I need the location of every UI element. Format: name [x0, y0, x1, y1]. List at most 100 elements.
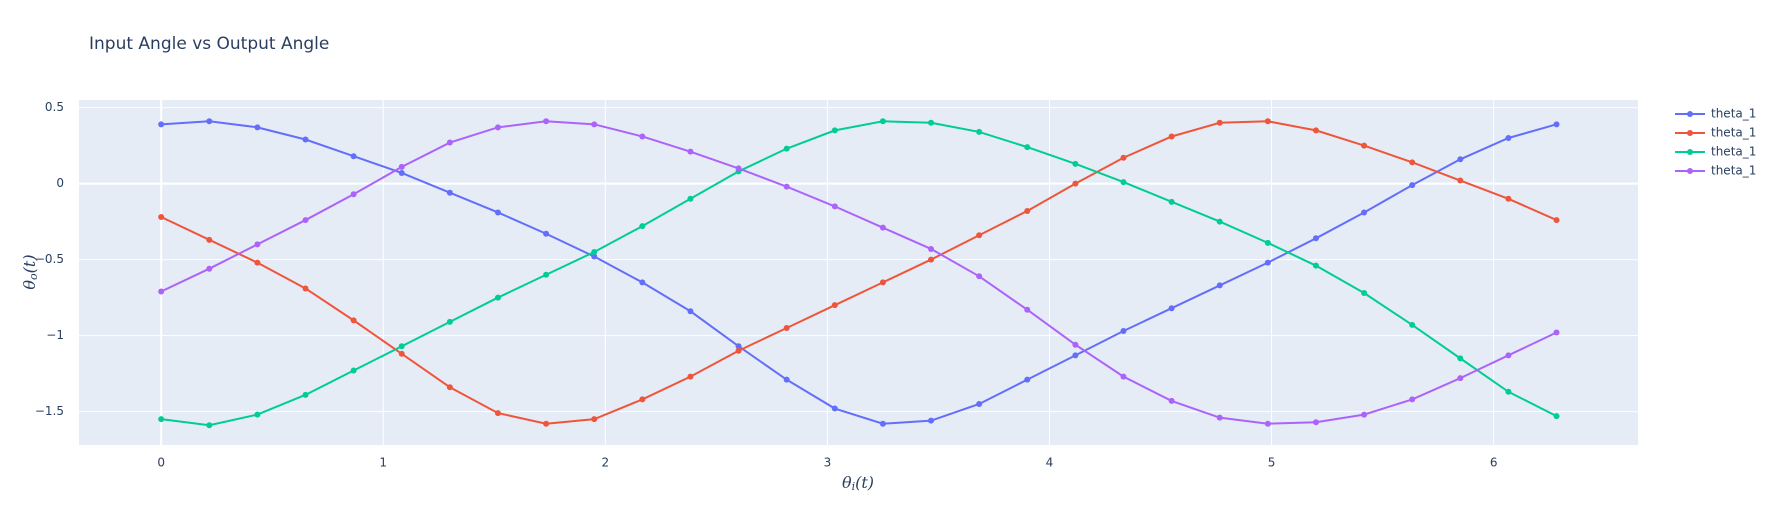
- marker: [1168, 397, 1175, 404]
- marker: [1312, 127, 1319, 134]
- marker: [1409, 159, 1416, 166]
- marker: [1168, 198, 1175, 205]
- marker: [1024, 207, 1031, 214]
- marker: [350, 191, 357, 198]
- marker: [350, 317, 357, 324]
- marker: [831, 127, 838, 134]
- marker: [206, 118, 213, 125]
- marker: [158, 416, 165, 423]
- marker: [1264, 239, 1271, 246]
- marker: [1168, 305, 1175, 312]
- marker: [494, 410, 501, 417]
- marker: [1072, 352, 1079, 359]
- marker: [1457, 177, 1464, 184]
- y-tick-label: −0.5: [35, 252, 64, 266]
- marker: [976, 400, 983, 407]
- legend-marker: [1687, 111, 1693, 117]
- marker: [639, 279, 646, 286]
- marker: [1216, 119, 1223, 126]
- marker: [1457, 355, 1464, 362]
- legend-label: theta_1: [1711, 107, 1756, 121]
- marker: [928, 417, 935, 424]
- marker: [1072, 341, 1079, 348]
- marker: [687, 308, 694, 315]
- marker: [687, 373, 694, 380]
- legend-label: theta_1: [1711, 126, 1756, 140]
- marker: [446, 139, 453, 146]
- marker: [543, 271, 550, 278]
- marker: [928, 256, 935, 263]
- marker: [494, 124, 501, 131]
- series: [158, 118, 1560, 427]
- line: [161, 120, 1557, 427]
- line: [161, 120, 1557, 425]
- y-axis-symbol: θ: [20, 280, 39, 290]
- marker: [254, 259, 261, 266]
- marker: [879, 279, 886, 286]
- series: [158, 118, 1560, 427]
- x-tick-label: 0: [157, 456, 165, 470]
- marker: [1264, 259, 1271, 266]
- marker: [543, 230, 550, 237]
- marker: [254, 411, 261, 418]
- marker: [398, 350, 405, 357]
- marker: [302, 136, 309, 143]
- marker: [783, 324, 790, 331]
- marker: [543, 118, 550, 125]
- marker: [591, 248, 598, 255]
- x-tick-label: 6: [1490, 456, 1498, 470]
- marker: [158, 288, 165, 295]
- marker: [1072, 160, 1079, 167]
- marker: [1216, 282, 1223, 289]
- marker: [206, 422, 213, 429]
- marker: [735, 347, 742, 354]
- line: [160, 120, 1557, 425]
- marker: [831, 405, 838, 412]
- marker: [302, 285, 309, 292]
- marker: [735, 165, 742, 172]
- marker: [639, 396, 646, 403]
- series: [158, 118, 1560, 427]
- y-tick-label: −1: [46, 328, 64, 342]
- marker: [783, 145, 790, 152]
- marker: [1505, 195, 1512, 202]
- marker: [976, 232, 983, 239]
- marker: [1361, 209, 1368, 216]
- marker: [1553, 329, 1560, 336]
- marker: [1361, 142, 1368, 149]
- marker: [1264, 420, 1271, 427]
- marker: [879, 118, 886, 125]
- marker: [1312, 235, 1319, 242]
- marker: [302, 217, 309, 224]
- marker: [206, 236, 213, 243]
- marker: [976, 128, 983, 135]
- marker: [446, 189, 453, 196]
- marker: [591, 121, 598, 128]
- series: [158, 118, 1560, 429]
- marker: [398, 169, 405, 176]
- marker: [735, 343, 742, 350]
- x-tick-label: 5: [1268, 456, 1276, 470]
- marker: [783, 183, 790, 190]
- legend-marker: [1687, 130, 1693, 136]
- marker: [831, 203, 838, 210]
- y-tick-label: 0.5: [45, 100, 64, 114]
- marker: [783, 376, 790, 383]
- marker: [1024, 144, 1031, 151]
- x-tick-label: 3: [824, 456, 832, 470]
- marker: [1216, 414, 1223, 421]
- marker: [1216, 218, 1223, 225]
- marker: [1024, 306, 1031, 313]
- plot-area: [79, 100, 1638, 445]
- x-tick-label: 2: [602, 456, 610, 470]
- y-tick-label: −1.5: [35, 404, 64, 418]
- marker: [494, 209, 501, 216]
- marker: [1553, 217, 1560, 224]
- x-axis-symbol: θ: [842, 473, 852, 492]
- x-axis-arg: (t): [855, 473, 874, 492]
- marker: [254, 124, 261, 131]
- marker: [350, 367, 357, 374]
- marker: [1120, 373, 1127, 380]
- marker: [879, 224, 886, 231]
